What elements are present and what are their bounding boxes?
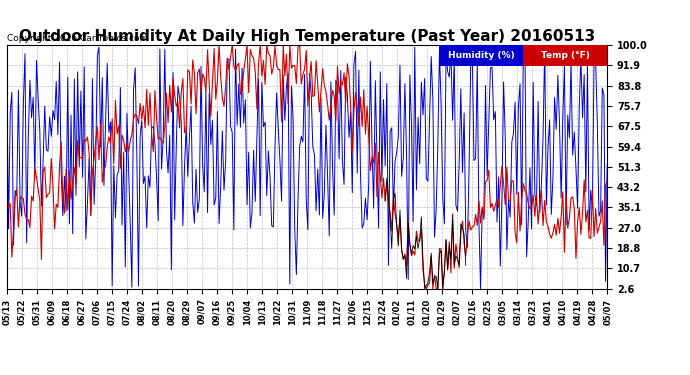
Title: Outdoor Humidity At Daily High Temperature (Past Year) 20160513: Outdoor Humidity At Daily High Temperatu… (19, 29, 595, 44)
Text: Temp (°F): Temp (°F) (541, 51, 590, 60)
Text: Copyright 2016 Cartronics.com: Copyright 2016 Cartronics.com (7, 34, 148, 43)
Text: Humidity (%): Humidity (%) (448, 51, 515, 60)
